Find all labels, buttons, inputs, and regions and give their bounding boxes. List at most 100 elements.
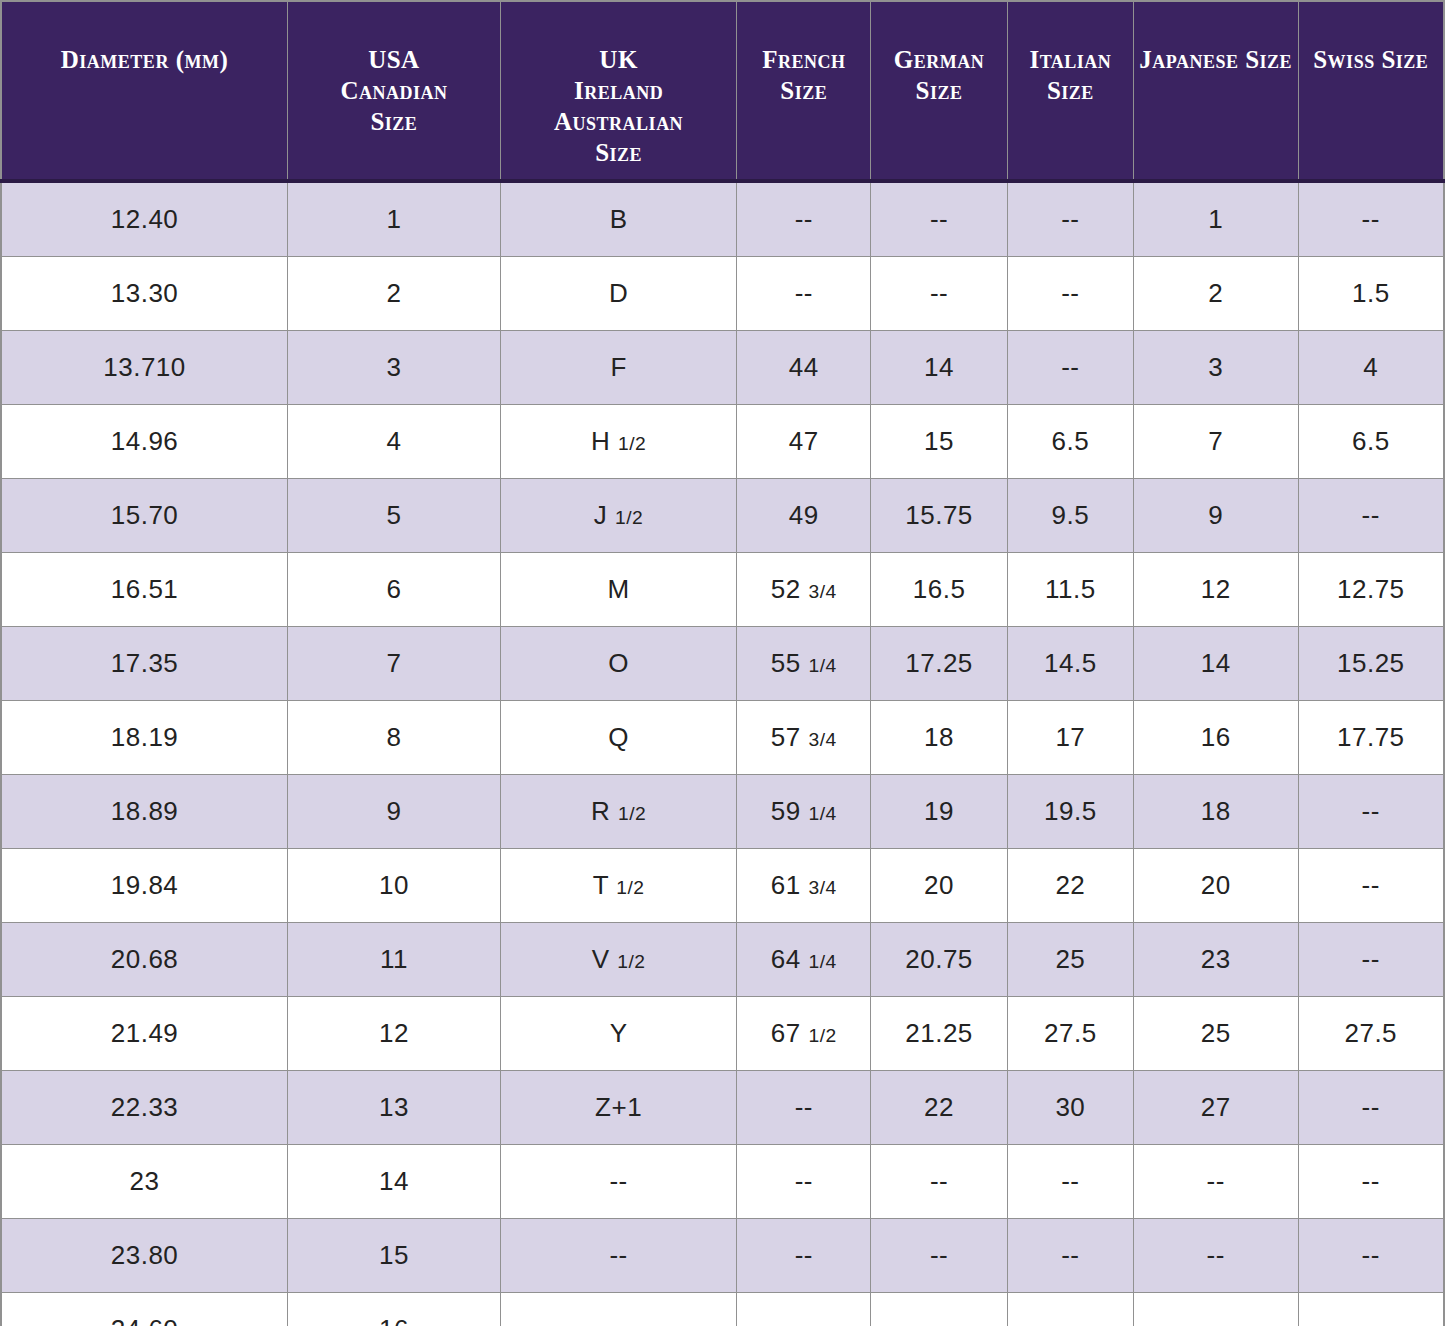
table-cell: 12	[1133, 553, 1298, 627]
table-cell: 52 3/4	[737, 553, 871, 627]
table-cell: --	[737, 257, 871, 331]
table-row: 16.516M52 3/416.511.51212.75	[1, 553, 1444, 627]
table-cell: 9	[288, 775, 501, 849]
table-cell: 23	[1, 1145, 288, 1219]
table-cell: --	[1133, 1145, 1298, 1219]
table-cell: O	[500, 627, 737, 701]
header-row: Diameter (mm) USA Canadian Size UK Irela…	[1, 1, 1444, 181]
table-cell: 2	[1133, 257, 1298, 331]
table-cell: 13	[288, 1071, 501, 1145]
table-cell: 17.25	[871, 627, 1008, 701]
table-cell: 23	[1133, 923, 1298, 997]
table-cell: --	[1298, 1071, 1444, 1145]
table-cell: 16	[288, 1293, 501, 1326]
table-cell: D	[500, 257, 737, 331]
table-cell: 22	[871, 1071, 1008, 1145]
table-cell: 20.68	[1, 923, 288, 997]
header-japanese-size: Japanese Size	[1133, 1, 1298, 181]
table-cell: 22	[1007, 849, 1133, 923]
table-cell: --	[500, 1145, 737, 1219]
fraction-part: 1/2	[808, 1025, 836, 1046]
table-cell: 1	[288, 181, 501, 257]
table-cell: 16.5	[871, 553, 1008, 627]
table-cell: 18.89	[1, 775, 288, 849]
table-cell: 49	[737, 479, 871, 553]
table-cell: 12.75	[1298, 553, 1444, 627]
table-cell: 61 3/4	[737, 849, 871, 923]
table-cell: 57 3/4	[737, 701, 871, 775]
table-cell: 1	[1133, 181, 1298, 257]
ring-size-conversion-table: Diameter (mm) USA Canadian Size UK Irela…	[0, 0, 1445, 1326]
table-cell: --	[500, 1293, 737, 1326]
table-cell: --	[871, 181, 1008, 257]
table-cell: B	[500, 181, 737, 257]
table-cell: R 1/2	[500, 775, 737, 849]
table-row: 2314------------	[1, 1145, 1444, 1219]
table-row: 13.7103F4414--34	[1, 331, 1444, 405]
table-cell: 9.5	[1007, 479, 1133, 553]
table-row: 24.6016------------	[1, 1293, 1444, 1326]
table-cell: 15.25	[1298, 627, 1444, 701]
table-cell: --	[1133, 1219, 1298, 1293]
table-cell: --	[871, 1219, 1008, 1293]
table-row: 12.401B------1--	[1, 181, 1444, 257]
table-cell: 67 1/2	[737, 997, 871, 1071]
table-cell: --	[1007, 1145, 1133, 1219]
table-cell: H 1/2	[500, 405, 737, 479]
table-cell: 6	[288, 553, 501, 627]
fraction-part: 3/4	[808, 581, 836, 602]
fraction-part: 3/4	[808, 729, 836, 750]
fraction-part: 1/4	[808, 951, 836, 972]
fraction-part: 1/4	[808, 803, 836, 824]
table-cell: 59 1/4	[737, 775, 871, 849]
table-cell: --	[1298, 181, 1444, 257]
table-cell: 19.84	[1, 849, 288, 923]
table-cell: 19	[871, 775, 1008, 849]
table-cell: 14	[871, 331, 1008, 405]
table-cell: --	[1133, 1293, 1298, 1326]
table-cell: J 1/2	[500, 479, 737, 553]
table-cell: --	[737, 1071, 871, 1145]
table-cell: 11	[288, 923, 501, 997]
table-cell: --	[737, 1219, 871, 1293]
table-cell: 15.75	[871, 479, 1008, 553]
table-cell: --	[1298, 849, 1444, 923]
table-row: 15.705J 1/24915.759.59--	[1, 479, 1444, 553]
table-cell: 18	[871, 701, 1008, 775]
header-italian-size: Italian Size	[1007, 1, 1133, 181]
table-cell: 18	[1133, 775, 1298, 849]
table-cell: 6.5	[1298, 405, 1444, 479]
table-cell: --	[1298, 1219, 1444, 1293]
fraction-part: 1/2	[616, 877, 644, 898]
table-cell: 17.35	[1, 627, 288, 701]
fraction-part: 3/4	[808, 877, 836, 898]
fraction-part: 1/2	[618, 803, 646, 824]
table-cell: 7	[288, 627, 501, 701]
table-row: 18.899R 1/259 1/41919.518--	[1, 775, 1444, 849]
table-cell: 23.80	[1, 1219, 288, 1293]
table-cell: 25	[1133, 997, 1298, 1071]
table-cell: 14.5	[1007, 627, 1133, 701]
table-cell: --	[1007, 257, 1133, 331]
table-row: 13.302D------21.5	[1, 257, 1444, 331]
table-cell: 7	[1133, 405, 1298, 479]
table-cell: 16	[1133, 701, 1298, 775]
table-cell: --	[871, 257, 1008, 331]
table-cell: 20	[871, 849, 1008, 923]
table-cell: Q	[500, 701, 737, 775]
table-cell: 17.75	[1298, 701, 1444, 775]
fraction-part: 1/2	[615, 507, 643, 528]
table-cell: 6.5	[1007, 405, 1133, 479]
table-cell: 4	[1298, 331, 1444, 405]
header-french-size: French Size	[737, 1, 871, 181]
table-cell: 25	[1007, 923, 1133, 997]
table-row: 19.8410T 1/261 3/4202220--	[1, 849, 1444, 923]
header-swiss-size: Swiss Size	[1298, 1, 1444, 181]
table-cell: 12.40	[1, 181, 288, 257]
table-row: 18.198Q57 3/418171617.75	[1, 701, 1444, 775]
table-cell: --	[1007, 1219, 1133, 1293]
table-cell: 22.33	[1, 1071, 288, 1145]
table-cell: Z+1	[500, 1071, 737, 1145]
table-cell: 8	[288, 701, 501, 775]
table-cell: 4	[288, 405, 501, 479]
